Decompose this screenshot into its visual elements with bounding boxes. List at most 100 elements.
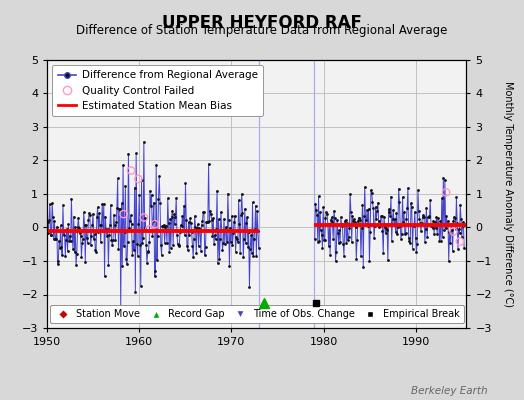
Point [395, 199, 403, 205]
Point [232, 248, 240, 255]
Point [224, 217, 233, 223]
Point [49, 236, 58, 242]
Point [204, 160, 213, 167]
Point [95, 210, 103, 216]
Point [432, 214, 441, 220]
Point [400, 209, 408, 215]
Point [214, 260, 222, 266]
Point [210, 241, 218, 248]
Point [449, 248, 457, 254]
Point [316, 209, 324, 215]
Point [153, 257, 161, 263]
Point [243, 214, 252, 220]
Point [109, 236, 117, 243]
Point [318, 232, 326, 238]
Point [173, 241, 182, 247]
Point [458, 222, 467, 229]
Point [457, 216, 465, 222]
Point [211, 236, 220, 242]
Point [444, 258, 453, 264]
Point [384, 256, 392, 263]
Point [248, 199, 257, 206]
Point [225, 263, 234, 269]
Point [55, 238, 63, 244]
Point [121, 182, 129, 189]
Point [240, 236, 248, 242]
Point [77, 254, 85, 260]
Point [401, 230, 409, 237]
Point [144, 248, 152, 255]
Point [208, 216, 216, 223]
Point [75, 230, 84, 236]
Point [178, 223, 186, 229]
Point [196, 227, 204, 233]
Point [174, 243, 183, 250]
Point [113, 205, 121, 212]
Point [166, 216, 174, 223]
Point [116, 306, 125, 312]
Point [341, 217, 350, 223]
Point [392, 210, 400, 216]
Point [232, 234, 241, 240]
Point [217, 209, 225, 215]
Point [53, 261, 62, 267]
Point [444, 218, 452, 224]
Point [160, 240, 169, 246]
Point [163, 240, 171, 246]
Point [364, 222, 372, 229]
Point [434, 221, 443, 228]
Point [337, 222, 346, 229]
Point [72, 262, 80, 268]
Point [45, 216, 53, 223]
Point [78, 240, 86, 246]
Point [62, 226, 71, 232]
Point [175, 242, 183, 248]
Point [144, 248, 152, 254]
Point [377, 213, 385, 220]
Point [328, 214, 336, 221]
Point [170, 220, 179, 227]
Point [44, 230, 52, 236]
Point [57, 222, 65, 228]
Point [180, 202, 188, 209]
Point [125, 224, 134, 231]
Point [319, 204, 328, 210]
Point [223, 239, 231, 246]
Point [190, 236, 198, 242]
Point [369, 204, 377, 211]
Point [203, 219, 211, 225]
Point [335, 227, 344, 234]
Point [424, 213, 433, 220]
Point [65, 238, 73, 244]
Point [179, 228, 188, 234]
Point [198, 222, 206, 228]
Point [185, 232, 193, 238]
Point [92, 248, 100, 255]
Point [438, 195, 446, 201]
Point [229, 230, 237, 236]
Point [349, 218, 357, 224]
Point [403, 204, 411, 211]
Point [227, 239, 235, 246]
Point [385, 209, 394, 215]
Point [441, 176, 449, 183]
Point [74, 215, 83, 221]
Point [344, 234, 353, 240]
Point [56, 245, 64, 252]
Point [114, 175, 122, 182]
Point [452, 194, 461, 200]
Point [59, 202, 67, 208]
Point [336, 238, 344, 245]
Point [446, 240, 454, 247]
Point [330, 207, 338, 214]
Point [115, 206, 123, 213]
Point [105, 232, 113, 238]
Point [239, 254, 247, 260]
Point [456, 238, 464, 245]
Text: Difference of Station Temperature Data from Regional Average: Difference of Station Temperature Data f… [77, 24, 447, 37]
Point [141, 215, 149, 221]
Point [313, 212, 321, 218]
Point [119, 243, 128, 249]
Point [90, 236, 98, 242]
Point [70, 249, 79, 255]
